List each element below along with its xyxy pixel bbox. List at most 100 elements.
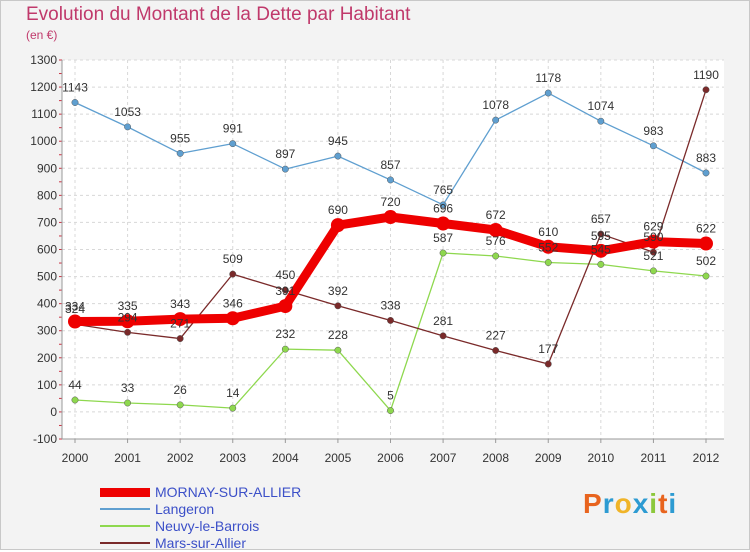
proxiti-logo: Proxiti [583,488,677,520]
data-label: 595 [591,229,611,243]
data-label: 335 [118,299,138,313]
data-point [124,399,132,407]
data-label: 44 [68,378,82,392]
y-tick-label: 1000 [30,134,57,148]
x-tick-label: 2002 [167,451,194,465]
data-label: 1143 [62,81,88,95]
data-label: 983 [643,124,663,138]
legend-label: Neuvy-le-Barrois [155,518,260,534]
y-tick-label: 800 [37,188,57,202]
data-label: 33 [121,381,135,395]
logo-letter: r [602,488,615,519]
data-label: 883 [696,151,716,165]
data-label: 576 [486,234,506,248]
y-tick-label: 0 [50,405,57,419]
data-point [436,216,451,231]
data-point [225,311,240,326]
data-label: 545 [591,242,611,256]
data-point [544,259,552,266]
data-label: 945 [328,134,348,148]
legend-swatch [100,508,150,510]
data-label: 232 [275,327,295,341]
data-label: 177 [538,342,558,356]
x-tick-label: 2009 [535,451,562,465]
data-label: 391 [275,284,295,298]
data-point [71,99,79,106]
data-point [492,347,500,354]
data-point [597,260,605,268]
x-tick-label: 2011 [641,451,667,465]
data-label: 14 [226,386,240,400]
y-tick-label: 100 [37,378,57,392]
data-point [544,360,552,368]
data-point [124,328,132,336]
data-point [120,314,135,329]
data-label: 346 [223,296,243,310]
data-point [649,248,657,256]
legend-label: MORNAY-SUR-ALLIER [155,484,302,500]
chart-unit-label: (en €) [26,28,58,42]
data-label: 1074 [587,99,614,113]
data-label: 324 [65,302,85,316]
legend-swatch [100,542,150,544]
data-point [544,89,552,97]
data-point [439,201,447,209]
data-point [281,286,289,294]
chart-title: Evolution du Montant de la Dette par Hab… [26,4,411,25]
data-point [71,396,79,404]
data-label: 590 [643,230,663,244]
data-label: 392 [328,284,348,298]
data-label: 897 [275,147,295,161]
data-point [593,243,608,258]
logo-letter: i [668,488,678,519]
x-tick-label: 2003 [219,451,246,465]
data-label: 629 [643,220,663,234]
x-tick-label: 2012 [693,451,720,465]
data-label: 991 [223,122,243,136]
data-label: 690 [328,203,348,217]
data-label: 765 [433,183,453,197]
data-label: 857 [380,158,400,172]
data-point [646,234,661,249]
logo-letter: t [658,488,669,519]
logo-letter: P [583,488,603,519]
data-label: 955 [170,131,190,145]
y-tick-label: 200 [37,351,57,365]
data-label: 26 [173,383,187,397]
logo-letter: i [649,488,659,519]
data-point [702,169,710,177]
y-tick-label: 400 [37,297,57,311]
data-point [176,335,184,343]
legend-label: Mars-sur-Allier [155,535,246,551]
data-label: 294 [118,310,138,324]
logo-letter: o [614,488,633,519]
data-point [229,404,237,412]
data-point [702,272,710,280]
data-label: 5 [387,389,394,403]
data-label: 622 [696,222,716,236]
data-point [699,236,713,251]
x-tick-label: 2004 [272,451,299,465]
data-label: 228 [328,328,348,342]
x-tick-label: 2007 [430,451,457,465]
data-label: 227 [486,328,506,342]
data-point [334,302,342,310]
data-label: 720 [380,195,400,209]
data-label: 657 [591,212,611,226]
data-point [176,401,184,409]
data-label: 696 [433,202,453,216]
data-point [387,316,394,324]
y-tick-label: 900 [37,161,57,175]
data-point [281,165,289,173]
data-label: 450 [275,268,295,282]
data-point [649,142,657,150]
data-point [488,223,503,238]
data-point [330,218,345,233]
data-point [281,345,289,353]
series-lines [68,86,713,415]
y-tick-label: 1100 [31,107,57,121]
data-label: 509 [223,252,243,266]
data-point [383,210,398,225]
data-point [229,270,237,278]
